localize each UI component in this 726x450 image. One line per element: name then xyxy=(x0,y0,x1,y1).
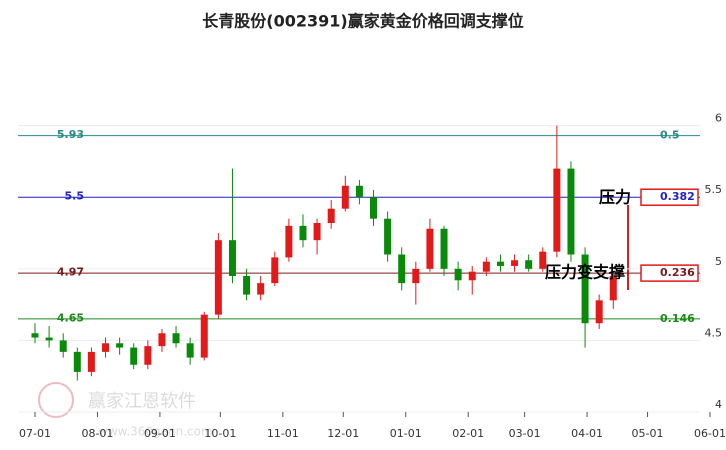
candle-body xyxy=(567,168,575,255)
candle-body xyxy=(370,197,378,219)
y-tick-label: 4.5 xyxy=(705,326,723,339)
x-tick-label: 09-01 xyxy=(144,427,176,440)
candle-body xyxy=(539,251,547,269)
candle-body xyxy=(384,218,392,255)
candle-body xyxy=(553,168,561,252)
x-tick-label: 04-01 xyxy=(571,427,603,440)
candle-body xyxy=(228,240,236,276)
x-tick-label: 11-01 xyxy=(267,427,299,440)
x-tick-label: 03-01 xyxy=(509,427,541,440)
x-tick-label: 01-01 xyxy=(390,427,422,440)
candle-body xyxy=(398,254,406,284)
candle-body xyxy=(440,228,448,269)
level-value: 5.93 xyxy=(57,128,84,141)
candle-body xyxy=(327,208,335,223)
watermark-text: 赢家江恩软件 xyxy=(88,390,196,412)
level-ratio: 0.382 xyxy=(660,190,695,203)
annotation: 压力 xyxy=(599,188,631,207)
candle-body xyxy=(87,351,95,372)
chart-title: 长青股份(002391)赢家黄金价格回调支撑位 xyxy=(202,12,523,31)
candle-body xyxy=(73,351,81,372)
candle-body xyxy=(468,271,476,281)
y-tick-label: 4 xyxy=(715,398,722,411)
candle-body xyxy=(355,185,363,198)
candle-body xyxy=(412,268,420,284)
candle-body xyxy=(214,240,222,315)
level-value: 4.97 xyxy=(57,266,84,279)
x-tick-label: 06-01 xyxy=(694,427,726,440)
candle-body xyxy=(172,333,180,344)
level-ratio: 0.5 xyxy=(660,129,680,142)
candle-body xyxy=(158,333,166,347)
candle-body xyxy=(102,343,110,352)
x-tick-label: 08-01 xyxy=(81,427,113,440)
candle-body xyxy=(595,300,603,324)
candle-body xyxy=(454,268,462,281)
level-value: 5.5 xyxy=(65,190,85,203)
candle-body xyxy=(144,346,152,365)
candle-body xyxy=(299,225,307,241)
candle-body xyxy=(243,275,251,295)
y-tick-label: 5.5 xyxy=(705,183,723,196)
candle-body xyxy=(426,228,434,269)
candle-body xyxy=(511,260,519,266)
y-tick-label: 5 xyxy=(715,255,722,268)
x-tick-label: 02-01 xyxy=(452,427,484,440)
candle-body xyxy=(31,333,39,338)
x-tick-label: 10-01 xyxy=(204,427,236,440)
candle-body xyxy=(581,254,589,324)
level-box xyxy=(640,188,699,206)
candle-body xyxy=(257,283,265,295)
candle-body xyxy=(186,343,194,358)
x-tick-label: 07-01 xyxy=(19,427,51,440)
candle-body xyxy=(271,257,279,284)
candle-body xyxy=(200,314,208,358)
watermark-url: www.360gann.com xyxy=(98,425,213,439)
candle-body xyxy=(285,225,293,258)
candle-body xyxy=(313,223,321,241)
candle-body xyxy=(609,275,617,301)
candle-body xyxy=(525,260,533,269)
candle-body xyxy=(59,340,67,352)
candle-body xyxy=(116,343,124,348)
level-ratio: 0.146 xyxy=(660,312,695,325)
level-ratio: 0.236 xyxy=(660,266,695,279)
x-tick-label: 05-01 xyxy=(632,427,664,440)
candle-body xyxy=(341,185,349,209)
candle-body xyxy=(482,261,490,272)
watermark: 赢家江恩软件 www.360gann.com xyxy=(38,382,213,439)
level-box xyxy=(640,264,699,282)
annotation: 压力变支撑 xyxy=(545,263,625,282)
candle-body xyxy=(130,347,138,365)
level-value: 4.65 xyxy=(57,311,84,324)
x-tick-label: 12-01 xyxy=(327,427,359,440)
candle-body xyxy=(45,337,53,341)
candle-body xyxy=(496,261,504,266)
watermark-logo xyxy=(38,382,74,418)
y-tick-label: 6 xyxy=(715,112,722,125)
